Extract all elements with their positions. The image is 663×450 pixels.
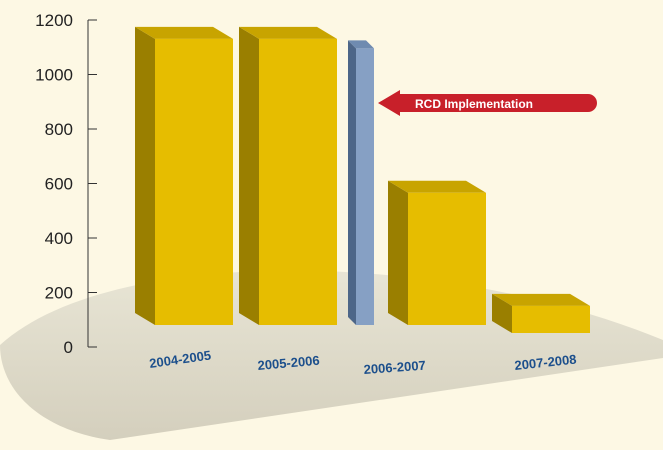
rcd-marker-bar [348, 40, 374, 325]
bar-side-face [492, 293, 512, 333]
bar-top-face [135, 26, 233, 39]
bar-front-face [259, 38, 337, 325]
bar-side-face [388, 180, 408, 325]
bars [135, 26, 590, 333]
category-labels: 2004-2005 2005-2006 2006-2007 2007-2008 [148, 347, 577, 377]
bar-2006-2007 [388, 180, 486, 325]
callout-arrow-shape [378, 90, 597, 116]
y-tick-label: 200 [45, 284, 73, 303]
callout-label: RCD Implementation [415, 97, 533, 111]
category-label: 2007-2008 [514, 352, 577, 373]
bar-2005-2006 [239, 26, 337, 325]
y-tick-label: 400 [45, 229, 73, 248]
y-tick-label: 1200 [35, 11, 73, 30]
category-label: 2005-2006 [257, 353, 320, 373]
bar-top-face [388, 180, 486, 193]
category-label: 2006-2007 [363, 358, 426, 377]
bar-2007-2008 [492, 293, 590, 333]
bar-side-face [239, 26, 259, 325]
bar-2004-2005 [135, 26, 233, 325]
bar-front-face [155, 38, 233, 325]
annotation-callout: RCD Implementation [378, 90, 597, 116]
bar-front-face [356, 48, 374, 325]
bar-top-face [348, 40, 374, 49]
y-axis: 0 200 400 600 800 1000 1200 [35, 11, 97, 357]
bar-front-face [408, 192, 486, 325]
y-tick-label: 800 [45, 120, 73, 139]
bar-top-face [239, 26, 337, 39]
bar-side-face [348, 40, 356, 325]
bar-front-face [512, 305, 590, 333]
y-tick-label: 1000 [35, 66, 73, 85]
y-tick-label: 0 [64, 338, 73, 357]
y-tick-label: 600 [45, 175, 73, 194]
bar-side-face [135, 26, 155, 325]
bar-top-face [492, 293, 590, 306]
